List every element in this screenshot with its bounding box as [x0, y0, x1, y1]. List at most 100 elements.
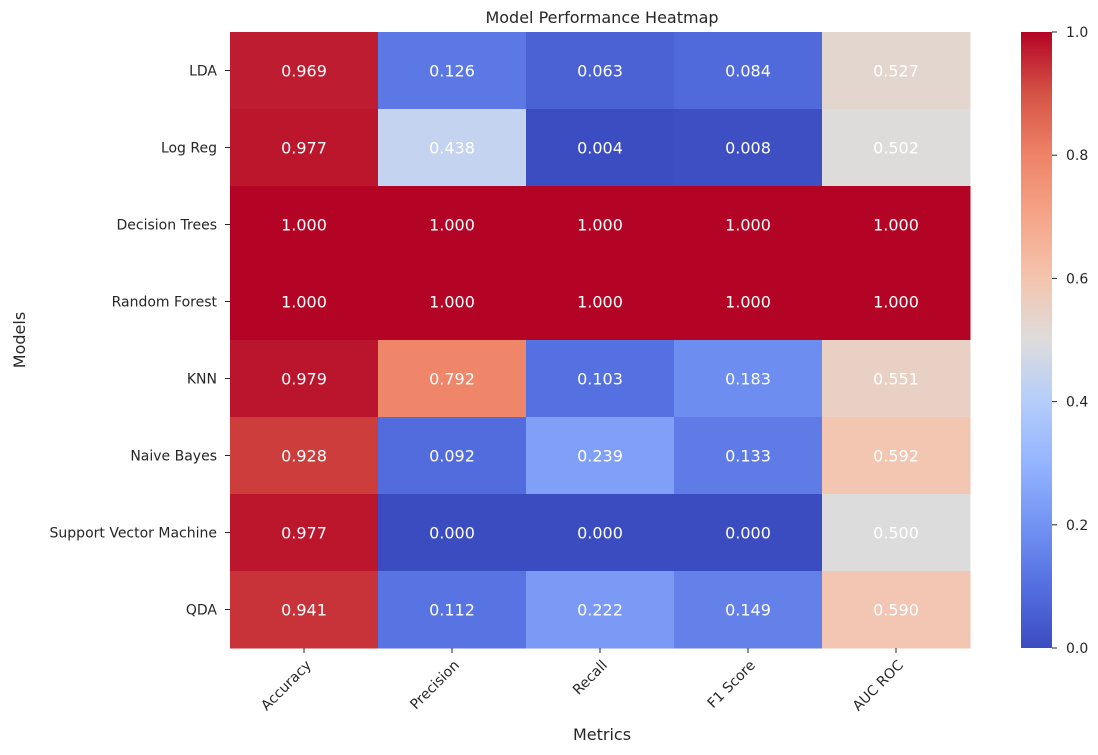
column-label: Recall: [570, 658, 611, 699]
heatmap-cell: [674, 571, 823, 649]
cell-value-label: 0.500: [873, 524, 919, 543]
heatmap-cell: [378, 186, 527, 264]
heatmap-cell: [230, 417, 379, 495]
cell-value-label: 0.000: [725, 524, 771, 543]
heatmap-cell: [674, 494, 823, 572]
heatmap-cell: [526, 340, 675, 418]
cell-value-label: 0.000: [429, 524, 475, 543]
cell-value-label: 0.969: [281, 62, 327, 81]
column-label: F1 Score: [705, 658, 759, 712]
heatmap-cell: [674, 263, 823, 341]
heatmap-cell: [230, 186, 379, 264]
heatmap-cell: [526, 494, 675, 572]
cell-value-label: 0.063: [577, 62, 623, 81]
row-label: LDA: [189, 64, 217, 80]
cell-value-label: 0.004: [577, 139, 623, 158]
cell-value-label: 0.977: [281, 524, 327, 543]
colorbar-tick-label: 0.0: [1066, 641, 1088, 657]
heatmap-cell: [230, 494, 379, 572]
heatmap-cell: [526, 417, 675, 495]
cell-value-label: 1.000: [725, 216, 771, 235]
row-label: KNN: [187, 372, 217, 388]
heatmap-cell: [526, 109, 675, 187]
heatmap-cell: [526, 186, 675, 264]
cell-value-label: 0.502: [873, 139, 919, 158]
cell-value-label: 0.084: [725, 62, 771, 81]
cell-value-label: 0.590: [873, 601, 919, 620]
cell-value-label: 0.592: [873, 447, 919, 466]
cell-value-label: 0.103: [577, 370, 623, 389]
heatmap-cell: [674, 417, 823, 495]
heatmap-cell: [822, 340, 971, 418]
colorbar-tick-label: 0.4: [1066, 395, 1088, 411]
heatmap-cell: [378, 109, 527, 187]
cell-value-label: 0.126: [429, 62, 475, 81]
y-axis-label: Models: [10, 312, 29, 368]
row-label: Decision Trees: [116, 218, 217, 234]
cell-value-label: 1.000: [281, 293, 327, 312]
colorbar: 0.0 0.2 0.4 0.6 0.8 1.0: [1021, 25, 1088, 657]
heatmap-cell: [674, 32, 823, 110]
heatmap-cell: [674, 340, 823, 418]
cell-value-label: 0.133: [725, 447, 771, 466]
heatmap-cell: [378, 263, 527, 341]
cell-value-label: 0.112: [429, 601, 475, 620]
cell-value-label: 0.092: [429, 447, 475, 466]
heatmap-cell: [822, 571, 971, 649]
heatmap-cell: [674, 186, 823, 264]
cell-value-label: 0.222: [577, 601, 623, 620]
cell-value-label: 0.928: [281, 447, 327, 466]
cell-value-label: 1.000: [281, 216, 327, 235]
heatmap-cell: [378, 417, 527, 495]
cell-value-label: 0.008: [725, 139, 771, 158]
cell-value-label: 1.000: [429, 293, 475, 312]
heatmap-cell: [526, 263, 675, 341]
cell-value-label: 1.000: [429, 216, 475, 235]
heatmap-cell: [378, 494, 527, 572]
colorbar-gradient: [1021, 32, 1052, 648]
heatmap-cell: [822, 417, 971, 495]
heatmap-cells: 0.969 0.126 0.063 0.084 0.527 0.977 0.438 0.004…: [230, 32, 971, 649]
heatmap-cell: [230, 263, 379, 341]
x-axis-label: Metrics: [573, 725, 631, 744]
cell-value-label: 0.941: [281, 601, 327, 620]
cell-value-label: 0.000: [577, 524, 623, 543]
heatmap-cell: [822, 263, 971, 341]
column-label: Accuracy: [258, 658, 315, 715]
cell-value-label: 0.551: [873, 370, 919, 389]
heatmap-cell: [822, 32, 971, 110]
heatmap-cell: [822, 109, 971, 187]
cell-value-label: 0.183: [725, 370, 771, 389]
row-label: Random Forest: [112, 295, 218, 311]
colorbar-tick-label: 0.8: [1066, 148, 1088, 164]
heatmap-cell: [230, 109, 379, 187]
cell-value-label: 1.000: [725, 293, 771, 312]
heatmap-cell: [230, 571, 379, 649]
row-label: Support Vector Machine: [50, 526, 217, 542]
cell-value-label: 0.438: [429, 139, 475, 158]
heatmap-cell: [378, 32, 527, 110]
cell-value-label: 0.527: [873, 62, 919, 81]
row-label: Log Reg: [161, 141, 217, 157]
cell-value-label: 1.000: [577, 216, 623, 235]
heatmap-cell: [230, 340, 379, 418]
column-tick-labels: Accuracy Precision Recall F1 Score AUC ROC: [258, 648, 907, 714]
column-label: AUC ROC: [850, 657, 907, 714]
heatmap-cell: [378, 340, 527, 418]
heatmap-cell: [822, 494, 971, 572]
heatmap-cell: [822, 186, 971, 264]
colorbar-tick-label: 0.2: [1066, 518, 1088, 534]
row-label: Naive Bayes: [130, 449, 217, 465]
cell-value-label: 1.000: [577, 293, 623, 312]
cell-value-label: 1.000: [873, 293, 919, 312]
cell-value-label: 0.239: [577, 447, 623, 466]
heatmap-cell: [526, 32, 675, 110]
chart-title: Model Performance Heatmap: [485, 8, 718, 27]
row-label: QDA: [186, 603, 218, 619]
row-tick-labels: LDA Log Reg Decision Trees Random Forest KNN…: [50, 64, 230, 619]
heatmap-cell: [674, 109, 823, 187]
cell-value-label: 0.792: [429, 370, 475, 389]
column-label: Precision: [407, 658, 462, 713]
colorbar-tick-label: 1.0: [1066, 25, 1088, 41]
